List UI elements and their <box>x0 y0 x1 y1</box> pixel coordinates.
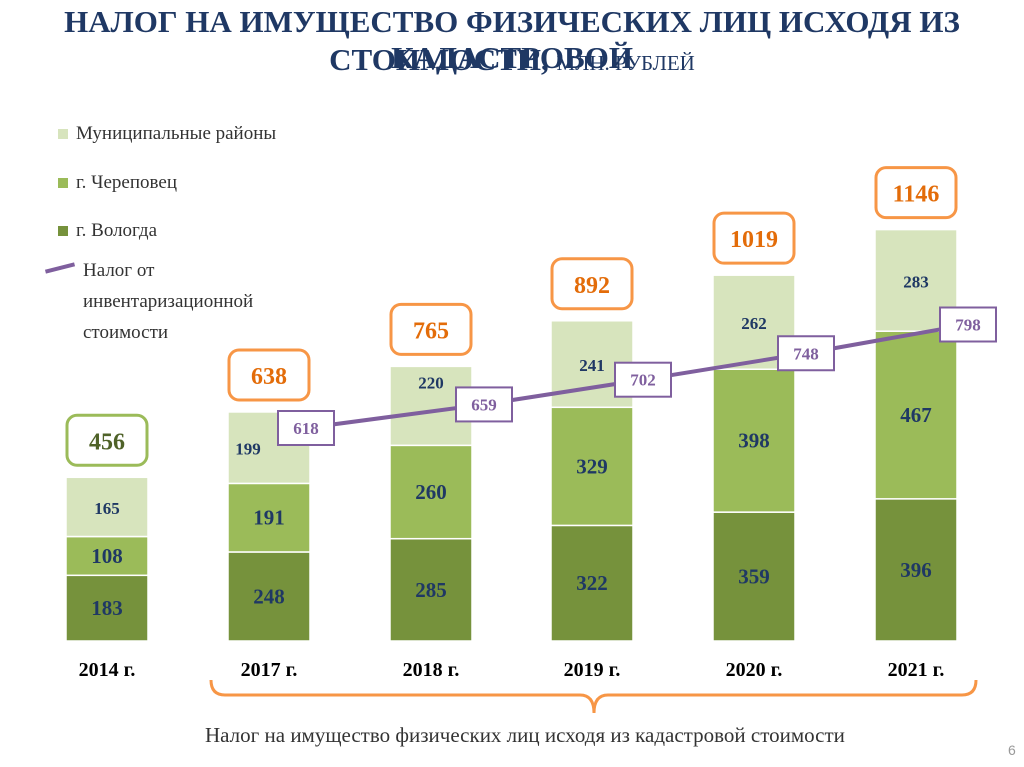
x-tick-label-1: 2017 г. <box>241 659 298 681</box>
x-tick-label-0: 2014 г. <box>79 659 136 681</box>
line-label-box-2 <box>614 361 672 398</box>
legend-swatch-cherepovets <box>58 178 68 188</box>
total-box-4 <box>712 211 796 265</box>
legend-label-inventory: Налог от инвентаризационной стоимости <box>83 260 254 343</box>
total-box-2 <box>389 302 473 356</box>
bracket-2017-2021 <box>209 679 978 714</box>
bar-segment-vologda-0 <box>65 574 149 642</box>
total-box-0 <box>65 413 149 467</box>
total-box-1 <box>227 348 311 402</box>
title-units: МЛН. РУБЛЕЙ <box>556 51 695 75</box>
total-label-5: 1146 <box>893 182 940 208</box>
bar-segment-vologda-4 <box>712 511 796 642</box>
bar-label-vologda-0: 183 <box>91 596 123 620</box>
x-tick-label-5: 2021 г. <box>888 659 945 681</box>
title-line2-main: СТОИМОСТИ, <box>329 42 549 77</box>
bar-label-cherepovets-3: 329 <box>576 454 608 478</box>
line-label-4: 798 <box>955 316 981 335</box>
total-label-1: 638 <box>251 364 287 390</box>
line-label-box-0 <box>277 410 335 446</box>
bar-label-municipal-0: 165 <box>94 499 120 518</box>
bar-label-vologda-5: 396 <box>900 558 932 582</box>
page-title: НАЛОГ НА ИМУЩЕСТВО ФИЗИЧЕСКИХ ЛИЦ ИСХОДЯ… <box>64 4 960 75</box>
bar-segment-cherepovets-4 <box>712 368 796 513</box>
bar-segment-cherepovets-5 <box>874 330 958 500</box>
bar-label-vologda-1: 248 <box>253 584 285 608</box>
bar-label-vologda-4: 359 <box>738 565 770 589</box>
line-label-box-4 <box>939 306 997 343</box>
x-tick-label-2: 2018 г. <box>403 659 460 681</box>
total-box-5 <box>874 166 958 220</box>
bar-segment-municipal-0 <box>65 476 149 538</box>
bar-segment-cherepovets-2 <box>389 444 473 540</box>
legend-item-vologda: г. Вологда <box>58 220 157 242</box>
line-label-3: 748 <box>793 344 819 363</box>
bar-label-vologda-3: 322 <box>576 571 608 595</box>
line-label-1: 659 <box>471 395 497 414</box>
bar-segment-cherepovets-1 <box>227 482 311 553</box>
bar-label-cherepovets-2: 260 <box>415 480 447 504</box>
bar-label-cherepovets-5: 467 <box>900 403 932 427</box>
bar-segment-vologda-1 <box>227 551 311 642</box>
total-box-3 <box>550 257 634 311</box>
bar-label-municipal-1: 199 <box>235 440 261 459</box>
total-label-2: 765 <box>413 318 449 344</box>
legend-label-cherepovets: г. Череповец <box>76 172 177 193</box>
legend-item-municipal: Муниципальные районы <box>58 123 276 145</box>
line-label-box-1 <box>455 386 513 423</box>
bar-label-municipal-5: 283 <box>903 272 929 291</box>
legend-swatch-vologda <box>58 226 68 236</box>
page-number: 6 <box>1008 742 1016 758</box>
bar-label-municipal-4: 262 <box>741 314 767 333</box>
legend-label-municipal: Муниципальные районы <box>76 123 277 144</box>
legend-swatch-municipal <box>58 129 68 139</box>
bar-label-cherepovets-1: 191 <box>253 506 285 530</box>
bar-segment-vologda-3 <box>550 524 634 642</box>
page-subtitle: СТОИМОСТИ, МЛН. РУБЛЕЙ <box>0 42 1024 78</box>
bar-segment-vologda-2 <box>389 537 473 642</box>
legend-label-vologda: г. Вологда <box>76 220 158 241</box>
footer-caption: Налог на имущество физических лиц исходя… <box>205 723 845 747</box>
line-label-box-3 <box>777 335 835 372</box>
bar-segment-cherepovets-3 <box>550 406 634 527</box>
bar-label-vologda-2: 285 <box>415 578 447 602</box>
bar-label-municipal-3: 241 <box>579 356 605 375</box>
line-label-2: 702 <box>630 371 656 390</box>
legend-item-cherepovets: г. Череповец <box>58 172 177 194</box>
bar-segment-cherepovets-0 <box>65 535 149 577</box>
line-label-0: 618 <box>293 419 319 438</box>
bar-label-cherepovets-4: 398 <box>738 429 770 453</box>
x-tick-label-4: 2020 г. <box>726 659 783 681</box>
total-label-0: 456 <box>89 429 125 455</box>
bar-label-municipal-2: 220 <box>418 373 444 392</box>
bar-segment-vologda-5 <box>874 498 958 642</box>
bar-label-cherepovets-0: 108 <box>91 544 123 568</box>
total-label-3: 892 <box>574 273 610 299</box>
x-tick-label-3: 2019 г. <box>564 659 621 681</box>
total-label-4: 1019 <box>730 227 778 253</box>
